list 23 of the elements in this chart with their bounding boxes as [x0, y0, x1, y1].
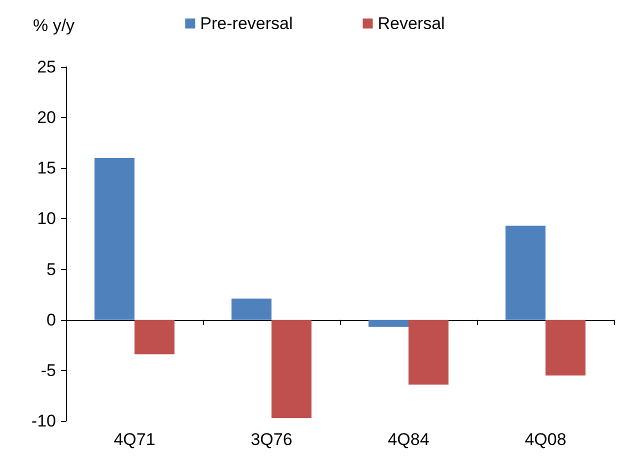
bar — [546, 320, 586, 376]
y-tick-label: 20 — [37, 108, 56, 128]
x-tick-label: 4Q08 — [524, 430, 566, 449]
bar — [272, 320, 312, 418]
bar — [368, 320, 408, 327]
x-tick-label: 3Q76 — [250, 430, 292, 449]
x-tick-label: 4Q71 — [114, 430, 156, 449]
bar — [408, 320, 448, 385]
y-tick-label: 15 — [37, 158, 56, 178]
bar — [232, 298, 272, 320]
y-tick-label: -10 — [31, 412, 56, 430]
y-tick-label: 0 — [46, 310, 56, 330]
bar — [134, 320, 174, 354]
x-tick-label: 4Q84 — [388, 430, 430, 449]
y-tick-label: -5 — [40, 360, 56, 380]
legend-label: Reversal — [378, 14, 445, 33]
legend-label: Pre-reversal — [200, 14, 293, 33]
y-axis-title: % y/y — [33, 16, 76, 35]
y-tick-label: 25 — [37, 58, 56, 76]
y-tick-label: 5 — [46, 260, 56, 279]
y-tick-label: 10 — [37, 209, 56, 228]
bar — [506, 226, 546, 320]
bar — [94, 158, 134, 320]
